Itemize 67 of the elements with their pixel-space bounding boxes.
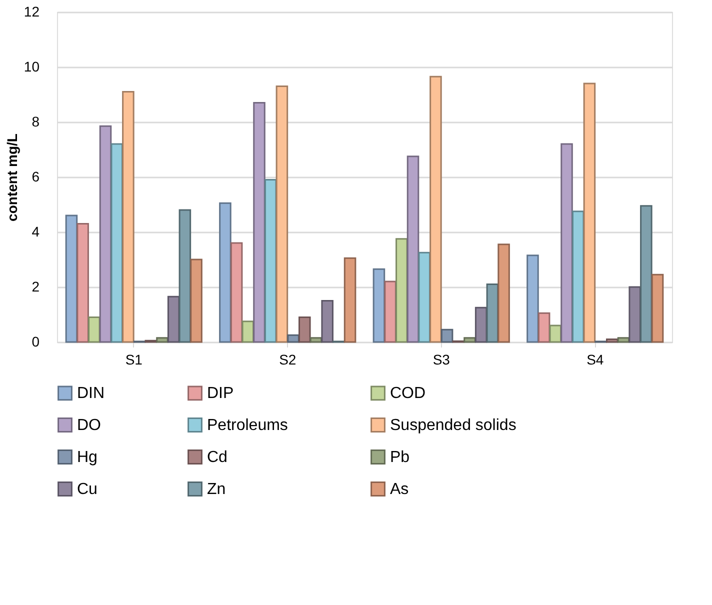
bar	[440, 328, 454, 343]
x-tick-label: S3	[432, 352, 450, 368]
bar	[110, 143, 123, 343]
bar	[628, 286, 641, 343]
legend-label: DO	[77, 417, 101, 434]
bar	[640, 205, 652, 343]
legend-label: DIP	[207, 385, 234, 402]
x-tick-label: S4	[586, 352, 604, 368]
legend-label: Cd	[207, 449, 228, 466]
y-tick-label: 12	[24, 4, 40, 20]
bar	[560, 143, 573, 343]
bar	[230, 242, 243, 343]
y-tick-label: 10	[24, 58, 40, 74]
legend-label: As	[390, 481, 409, 498]
bar	[219, 202, 232, 343]
bar	[287, 334, 300, 343]
bar	[396, 238, 408, 343]
bar	[583, 82, 596, 343]
bar	[242, 320, 254, 343]
bar	[88, 316, 100, 343]
bar	[498, 244, 510, 343]
y-tick-label: 4	[32, 224, 40, 240]
bar	[486, 284, 499, 343]
bar	[406, 156, 420, 343]
x-tick-label: S1	[125, 352, 143, 368]
y-tick-label: 0	[32, 334, 40, 350]
legend-label: Pb	[390, 449, 410, 466]
bar	[76, 223, 89, 343]
bar	[372, 268, 386, 343]
bar	[298, 316, 311, 343]
bar	[606, 338, 618, 343]
legend-label: DIN	[77, 385, 105, 402]
x-tick-label: S2	[279, 352, 296, 368]
bar	[190, 258, 202, 343]
bar	[253, 102, 266, 343]
legend-label: Hg	[77, 449, 98, 466]
bar	[65, 214, 78, 343]
bar	[178, 209, 192, 343]
bar	[617, 337, 630, 343]
bar	[430, 76, 442, 343]
legend-label: COD	[390, 385, 426, 402]
bar	[276, 86, 288, 343]
bar	[321, 300, 334, 343]
bar	[122, 91, 134, 343]
bar	[156, 337, 168, 343]
y-tick-label: 2	[32, 278, 40, 294]
bar	[384, 280, 396, 343]
bar	[310, 337, 322, 343]
y-tick-label: 8	[32, 114, 40, 130]
bar	[549, 324, 562, 343]
bar	[526, 254, 539, 343]
bar	[264, 179, 277, 343]
bar	[651, 274, 664, 343]
bar	[572, 210, 584, 343]
bar	[167, 296, 180, 343]
legend-label: Cu	[77, 481, 98, 498]
y-tick-label: 6	[32, 168, 40, 184]
bar	[538, 312, 550, 343]
legend-label: Petroleums	[207, 417, 288, 434]
bar	[474, 306, 488, 343]
bar	[418, 252, 430, 343]
legend-label: Zn	[207, 481, 226, 498]
bar	[464, 337, 476, 343]
bar	[99, 125, 112, 343]
bar	[344, 257, 356, 343]
legend-label: Suspended solids	[390, 417, 516, 434]
y-axis-title: content mg/L	[4, 133, 20, 222]
